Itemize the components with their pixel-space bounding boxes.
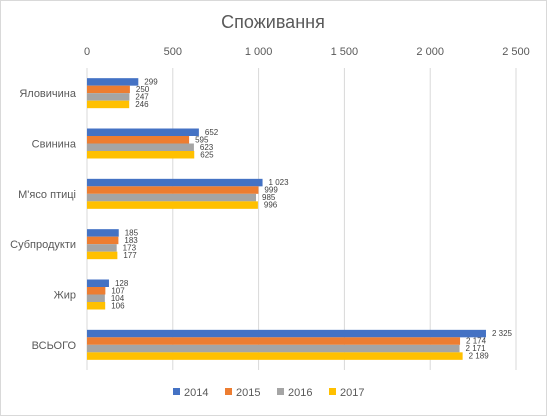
bar xyxy=(87,344,460,353)
x-tick-label: 1 000 xyxy=(245,46,273,58)
data-label: 185 xyxy=(125,228,139,237)
gridlines xyxy=(86,68,517,370)
data-label: 595 xyxy=(195,135,209,144)
bar xyxy=(87,279,109,287)
data-label: 2 189 xyxy=(469,352,490,361)
bar xyxy=(87,85,130,94)
data-label: 2 174 xyxy=(466,337,487,346)
bar xyxy=(87,100,130,109)
category-label: Свинина xyxy=(32,139,77,151)
category-label: Яловичина xyxy=(19,88,77,100)
data-label: 246 xyxy=(135,100,149,109)
category-label: ВСЬОГО xyxy=(32,340,77,352)
data-label: 2 325 xyxy=(492,329,513,338)
category-labels: Яловичина Свинина М'ясо птиці Субпродукти Жи… xyxy=(10,88,77,352)
category-label: Жир xyxy=(54,290,76,302)
bars xyxy=(87,78,486,360)
data-label: 999 xyxy=(264,186,278,195)
bar xyxy=(87,151,195,159)
legend-label: 2017 xyxy=(340,387,364,399)
bar xyxy=(87,352,463,360)
data-label: 177 xyxy=(123,251,137,260)
bar xyxy=(87,193,257,202)
x-tick-label: 1 500 xyxy=(331,46,359,58)
data-label: 128 xyxy=(115,279,129,288)
data-label: 985 xyxy=(262,193,276,202)
data-label: 247 xyxy=(135,92,149,101)
bar xyxy=(87,78,139,86)
x-tick-label: 2 000 xyxy=(416,46,444,58)
bar xyxy=(87,143,194,151)
legend-swatch xyxy=(173,388,180,395)
legend-label: 2014 xyxy=(184,387,208,399)
bar xyxy=(87,251,118,260)
legend-swatch xyxy=(225,388,232,395)
bar xyxy=(87,287,106,295)
legend: 2014 2015 2016 2017 xyxy=(173,387,364,399)
legend-label: 2016 xyxy=(288,387,312,399)
x-axis-ticks: 0 500 1 000 1 500 2 000 2 500 xyxy=(84,46,530,58)
category-label: Субпродукти xyxy=(10,239,76,251)
bar xyxy=(87,128,199,136)
data-label: 104 xyxy=(111,294,125,303)
data-label: 623 xyxy=(200,143,214,152)
data-label: 625 xyxy=(200,150,214,159)
bar xyxy=(87,93,130,101)
bar xyxy=(87,236,119,245)
bar xyxy=(87,302,106,310)
bar xyxy=(87,186,259,194)
category-label: М'ясо птиці xyxy=(18,189,76,201)
data-label: 107 xyxy=(111,286,125,295)
bar xyxy=(87,229,119,237)
data-label: 106 xyxy=(111,301,125,310)
chart-title: Споживання xyxy=(221,12,325,32)
bar xyxy=(87,136,190,144)
bar xyxy=(87,294,105,302)
legend-swatch xyxy=(277,388,284,395)
data-label: 173 xyxy=(123,243,137,252)
bar xyxy=(87,244,117,252)
legend-swatch xyxy=(329,388,336,395)
x-tick-label: 2 500 xyxy=(502,46,530,58)
data-label: 2 171 xyxy=(466,344,487,353)
bar xyxy=(87,329,486,338)
bar xyxy=(87,337,461,345)
legend-label: 2015 xyxy=(236,387,260,399)
x-tick-label: 0 xyxy=(84,46,90,58)
data-label: 299 xyxy=(144,77,158,86)
data-label: 183 xyxy=(124,236,138,245)
bar xyxy=(87,201,258,209)
data-label: 1 023 xyxy=(269,178,290,187)
x-tick-label: 500 xyxy=(164,46,182,58)
data-label: 996 xyxy=(264,201,278,210)
data-label: 652 xyxy=(205,128,219,137)
bar xyxy=(87,178,263,187)
data-label: 250 xyxy=(136,85,150,94)
